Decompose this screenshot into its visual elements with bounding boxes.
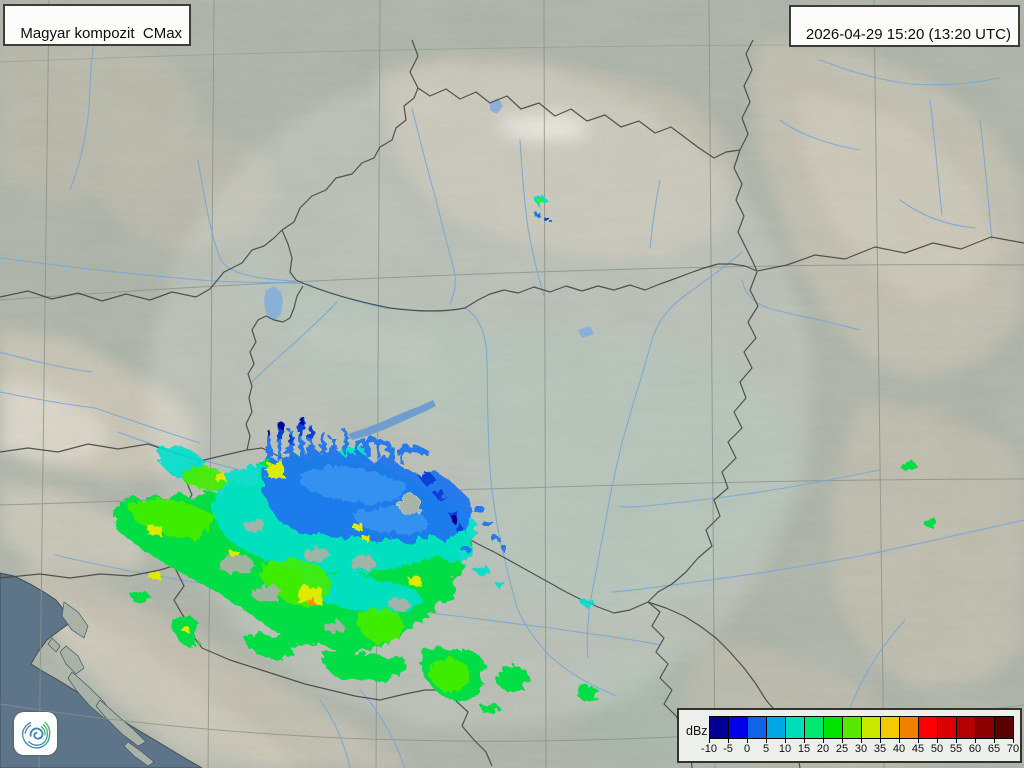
legend-color-cell [995,717,1013,738]
radar-echoes [112,192,936,711]
legend-tick [880,738,881,743]
legend-color-cell [919,717,938,738]
legend-tick [842,738,843,743]
legend-tick [728,738,729,743]
legend-tick-label: 15 [797,743,811,755]
rivers [0,39,1024,768]
legend-tick [823,738,824,743]
timestamp: 2026-04-29 15:20 (13:20 UTC) [805,26,1011,43]
legend-color-cell [976,717,995,738]
legend-tick-label: 70 [1006,743,1020,755]
legend-tick-label: 30 [854,743,868,755]
legend-tick [1013,738,1014,743]
legend-tick-label: 55 [949,743,963,755]
product-title: Magyar kompozit CMax [20,25,183,42]
legend-color-cell [748,717,767,738]
legend-color-cell [881,717,900,738]
legend-color-cell [862,717,881,738]
lake-balaton [348,400,436,440]
legend-tick-label: -5 [723,743,733,755]
legend-color-cell [824,717,843,738]
legend-tick-label: 50 [930,743,944,755]
dbz-unit-label: dBz [686,724,708,738]
met-logo [14,712,57,755]
legend-tick-label: 0 [743,743,751,755]
legend-color-cell [957,717,976,738]
slovakia-echo-speck [531,192,550,221]
legend-tick [766,738,767,743]
legend-color-cell [805,717,824,738]
legend-color-cell [843,717,862,738]
lake-tisza [578,326,594,338]
legend-tick-label: 10 [778,743,792,755]
legend-tick [994,738,995,743]
legend-color-cell [938,717,957,738]
legend-tick-label: 35 [873,743,887,755]
legend-tick-label: 40 [892,743,906,755]
lakes [264,98,594,440]
legend-tick-label: 25 [835,743,849,755]
legend-color-cell [786,717,805,738]
legend-tick-label: 20 [816,743,830,755]
legend-color-cell [710,717,729,738]
legend-tick [785,738,786,743]
islands [47,601,155,767]
product-title-box: Magyar kompozit CMax [3,4,192,46]
legend-tick [861,738,862,743]
lake-neusiedl [264,286,283,321]
timestamp-box: 2026-04-29 15:20 (13:20 UTC) [788,5,1020,47]
legend-tick-label: 5 [762,743,770,755]
legend-color-cell [767,717,786,738]
legend-color-cell [729,717,748,738]
legend-tick [975,738,976,743]
legend-tick-label: 65 [987,743,1001,755]
legend-tick-label: 45 [911,743,925,755]
echo-free-eye [397,492,419,514]
legend-tick [956,738,957,743]
dbz-legend: dBz -10 -5 0 5 10 15 20 25 30 35 40 45 50 55 60 65 70 [677,708,1022,763]
legend-tick [747,738,748,743]
legend-tick [937,738,938,743]
legend-tick-label: -10 [701,743,717,755]
legend-tick-label: 60 [968,743,982,755]
legend-color-cell [900,717,919,738]
legend-tick [804,738,805,743]
legend-tick [918,738,919,743]
legend-tick [899,738,900,743]
legend-tick [709,738,710,743]
dbz-colorbar [709,716,1014,739]
cyclone-spiral-icon [21,721,50,748]
